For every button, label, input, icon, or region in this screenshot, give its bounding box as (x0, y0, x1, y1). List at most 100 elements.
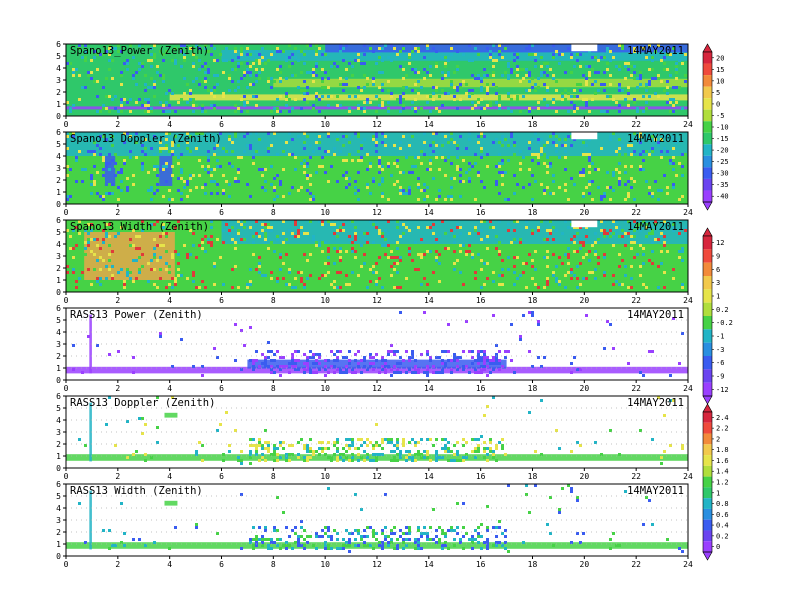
data-cell (657, 396, 660, 399)
y-tick-label: 6 (56, 480, 61, 489)
data-cell (138, 256, 141, 259)
data-cell (396, 547, 399, 550)
data-cell (537, 153, 540, 156)
data-cell (102, 104, 105, 107)
data-cell (396, 241, 399, 244)
data-cell (213, 147, 216, 150)
data-cell (549, 496, 552, 499)
data-cell (288, 44, 291, 47)
data-cell (84, 56, 87, 59)
data-cell (351, 135, 354, 138)
data-cell (132, 280, 135, 283)
data-cell (456, 453, 459, 456)
data-cell (417, 538, 420, 541)
data-cell (159, 268, 162, 271)
data-cell (75, 159, 78, 162)
data-cell (684, 53, 687, 56)
data-cell (465, 320, 468, 323)
data-cell (222, 241, 225, 244)
data-cell (603, 274, 606, 277)
data-cell (321, 447, 324, 450)
data-cell (402, 359, 405, 362)
data-cell (213, 59, 216, 62)
data-cell (678, 180, 681, 183)
data-cell (93, 141, 96, 144)
data-cell (258, 441, 261, 444)
data-cell (423, 141, 426, 144)
data-cell (390, 438, 393, 441)
data-cell (462, 535, 465, 538)
data-cell (498, 520, 501, 523)
data-cell (654, 77, 657, 80)
data-cell (576, 59, 579, 62)
data-cell (108, 547, 111, 550)
data-cell (237, 171, 240, 174)
data-cell (543, 62, 546, 65)
colorbar-swatch (703, 316, 712, 330)
data-cell (306, 277, 309, 280)
data-cell (90, 250, 93, 253)
data-cell (153, 156, 156, 159)
data-cell (285, 247, 288, 250)
data-cell (465, 253, 468, 256)
data-cell (258, 77, 261, 80)
data-cell (297, 192, 300, 195)
colorbar-arrow-bottom (702, 201, 713, 211)
data-cell (375, 144, 378, 147)
data-cell (672, 47, 675, 50)
data-cell (420, 189, 423, 192)
colorbar-swatch (703, 109, 712, 122)
data-cell (198, 159, 201, 162)
data-cell (315, 532, 318, 535)
data-cell (570, 541, 573, 544)
data-cell (600, 220, 603, 223)
data-cell (405, 74, 408, 77)
data-cell (441, 544, 444, 547)
data-cell (66, 101, 69, 104)
x-tick-label: 18 (528, 120, 538, 129)
data-cell (387, 101, 390, 104)
data-cell (444, 350, 447, 353)
data-cell (468, 59, 471, 62)
data-cell (327, 262, 330, 265)
data-cell (441, 274, 444, 277)
data-cell (240, 98, 243, 101)
data-cell (561, 144, 564, 147)
data-cell (237, 86, 240, 89)
data-cell (492, 71, 495, 74)
data-cell (303, 538, 306, 541)
data-cell (195, 453, 198, 456)
data-cell (537, 138, 540, 141)
data-cell (657, 141, 660, 144)
data-cell (300, 277, 303, 280)
data-cell (477, 232, 480, 235)
data-cell (255, 104, 258, 107)
data-cell (66, 62, 69, 65)
data-cell (198, 68, 201, 71)
data-cell (312, 71, 315, 74)
data-cell (255, 59, 258, 62)
data-cell (147, 86, 150, 89)
data-cell (291, 453, 294, 456)
data-cell (675, 101, 678, 104)
data-cell (372, 368, 375, 371)
data-cell (657, 280, 660, 283)
data-cell (372, 177, 375, 180)
data-cell (303, 456, 306, 459)
data-cell (498, 165, 501, 168)
data-cell (441, 144, 444, 147)
data-cell (387, 198, 390, 201)
data-cell (420, 535, 423, 538)
data-cell (396, 247, 399, 250)
data-cell (249, 271, 252, 274)
x-tick-label: 14 (424, 296, 434, 305)
data-cell (267, 147, 270, 150)
data-cell (276, 280, 279, 283)
data-cell (381, 177, 384, 180)
x-tick-label: 10 (320, 384, 330, 393)
data-cell (447, 92, 450, 95)
data-cell (624, 232, 627, 235)
data-cell (159, 235, 162, 238)
data-cell (282, 365, 285, 368)
x-tick-label: 4 (167, 120, 172, 129)
